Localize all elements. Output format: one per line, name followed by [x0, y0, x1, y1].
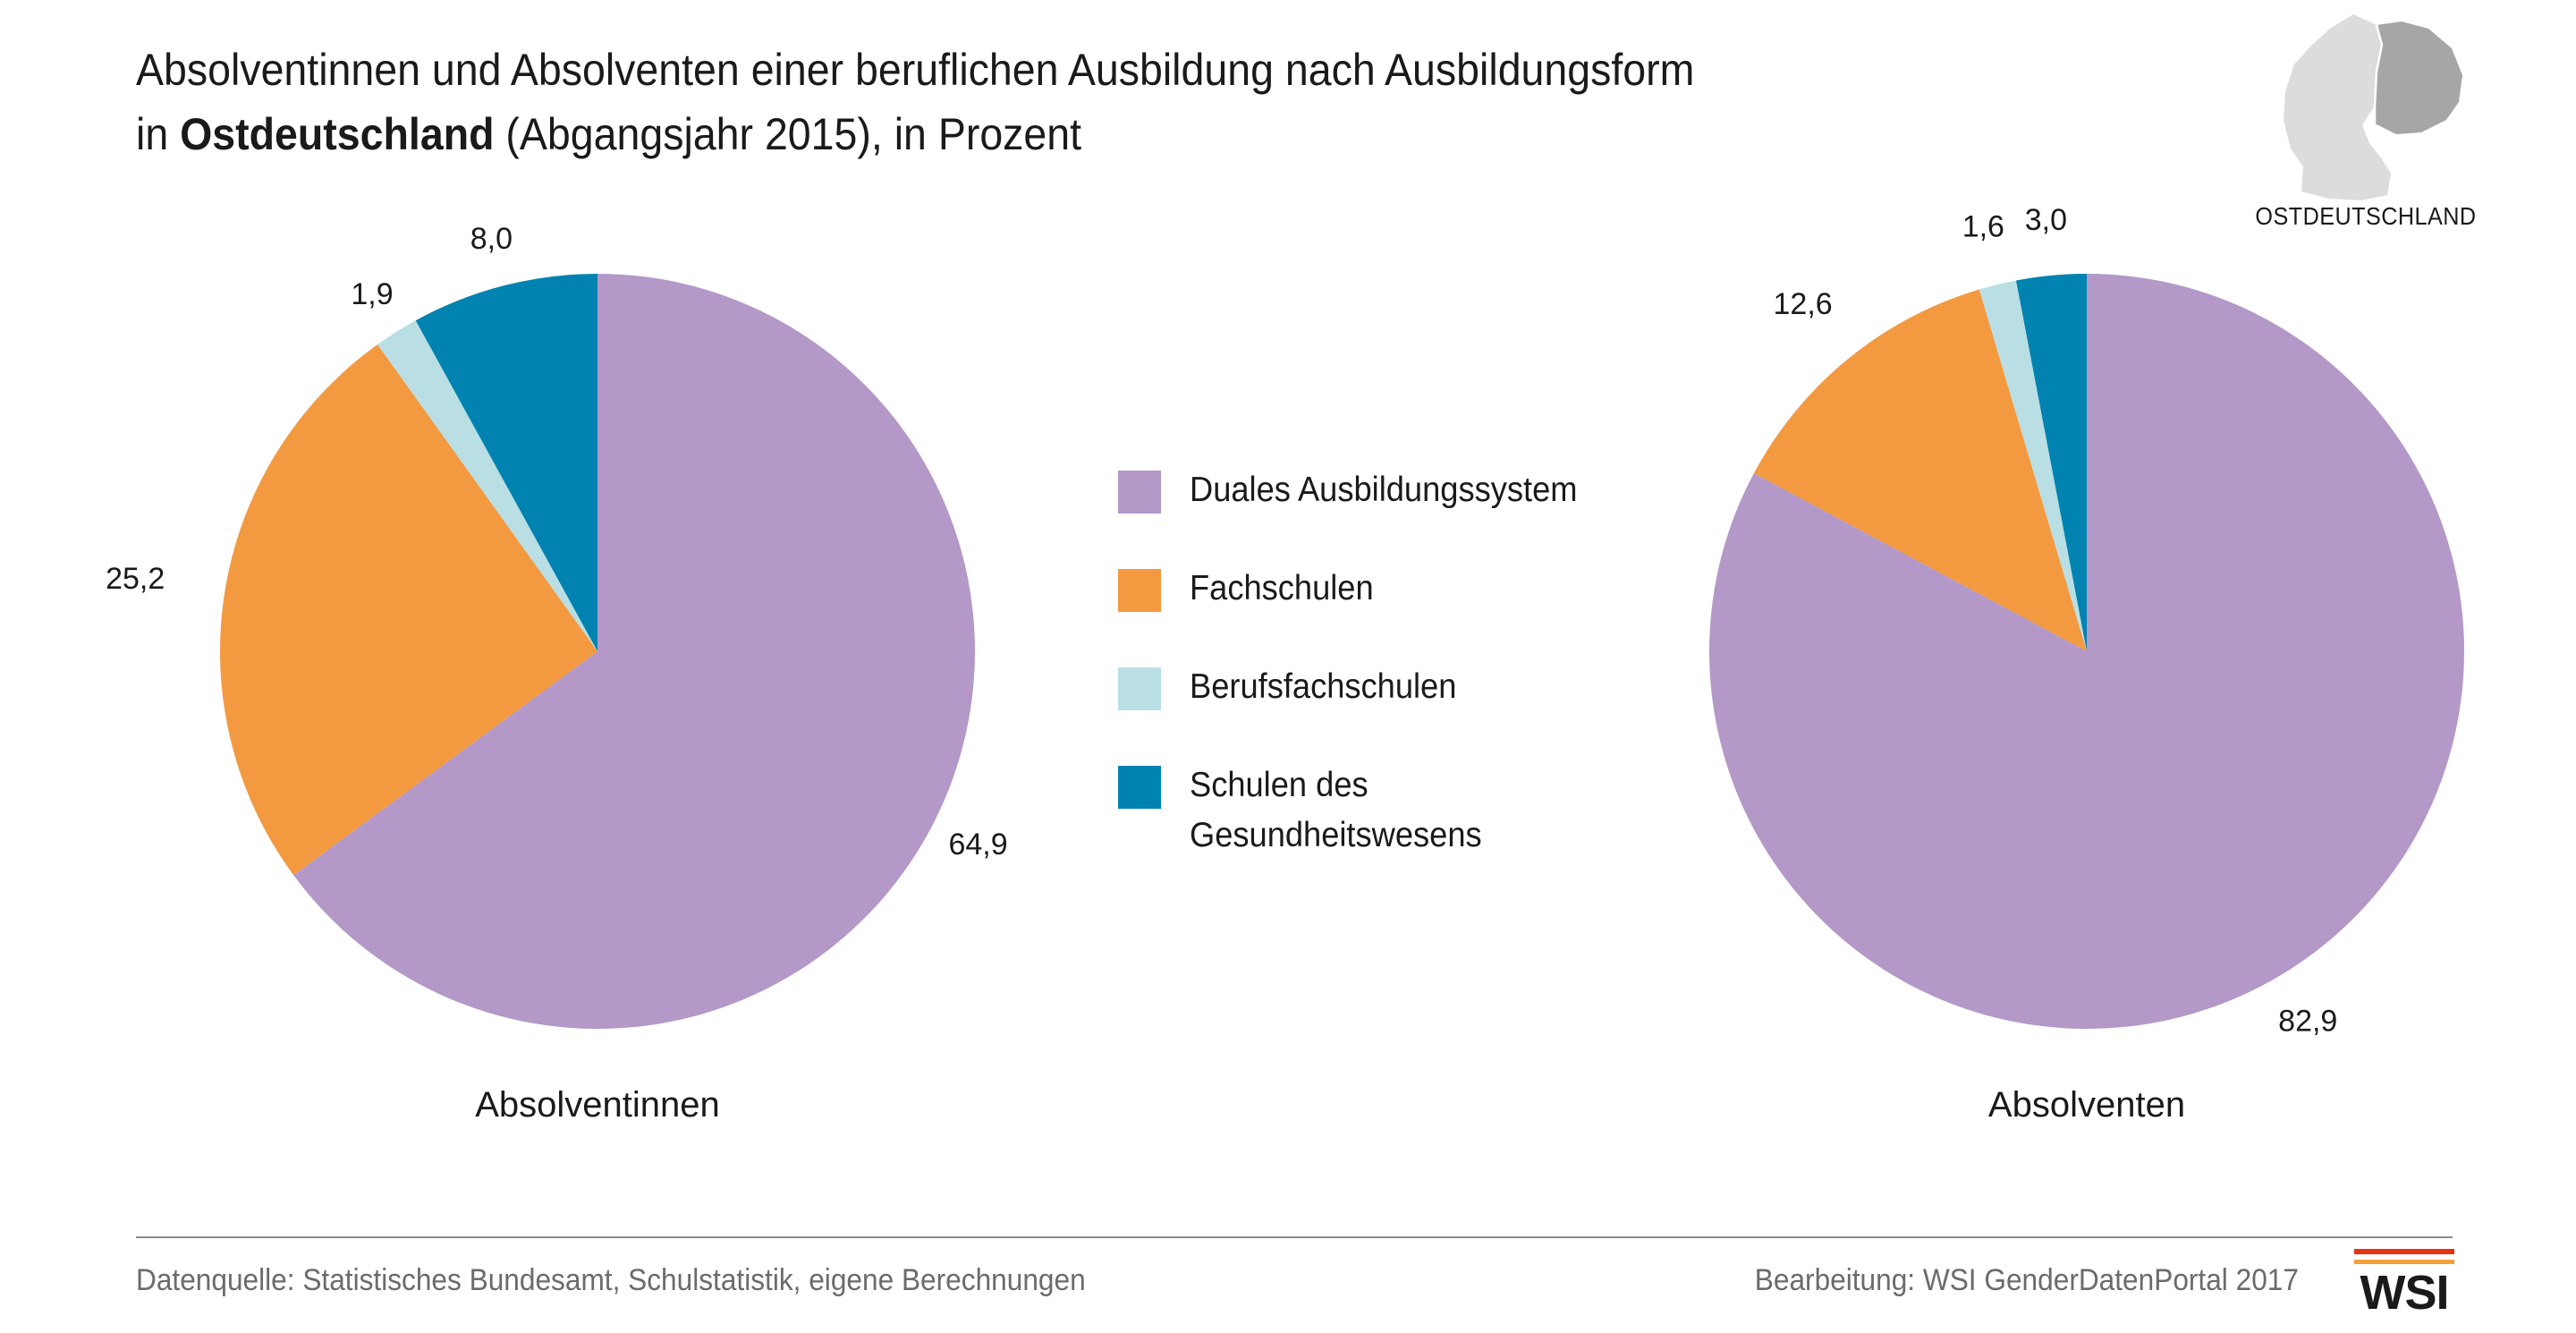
pie-label-1-3: 1,9: [351, 277, 393, 311]
pie-slice-2-2: [1753, 289, 2087, 651]
pie-slice-1-1: [293, 274, 975, 1029]
pie-label-2-3: 1,6: [1962, 209, 2004, 243]
legend-swatch-berufsfachschulen: [1118, 667, 1161, 710]
footer-divider: [136, 1236, 2453, 1238]
pie-slice-1-3: [377, 320, 597, 651]
pie-label-1-1: 64,9: [948, 828, 1007, 862]
legend-swatch-fachschulen: [1118, 569, 1161, 612]
footer-source: Datenquelle: Statistisches Bundesamt, Sc…: [136, 1263, 1086, 1297]
pie-label-1-2: 25,2: [106, 562, 165, 596]
pie-slice-1-4: [415, 274, 597, 651]
pie-chart-1: 64,9 25,2 1,9 8,0 Absolventinnen: [106, 222, 1008, 1125]
title-region: Ostdeutschland: [180, 109, 495, 159]
legend-label-berufsfachschulen: Berufsfachschulen: [1190, 667, 1457, 706]
pie-label-2-2: 12,6: [1774, 287, 1833, 321]
pie-title-2: Absolventen: [1988, 1085, 2185, 1125]
wsi-logo-text: WSI: [2360, 1266, 2450, 1320]
pie-label-1-4: 8,0: [470, 222, 513, 256]
title-line-1: Absolventinnen und Absolventen einer ber…: [136, 45, 1695, 95]
pie-title-1: Absolventinnen: [475, 1085, 720, 1125]
chart-title: Absolventinnen und Absolventen einer ber…: [136, 38, 1883, 166]
germany-map-icon: [2284, 14, 2462, 200]
legend-label-duales: Duales Ausbildungssystem: [1190, 471, 1578, 509]
legend-label-fachschulen: Fachschulen: [1190, 569, 1374, 607]
pie-label-2-4: 3,0: [2025, 203, 2067, 237]
legend-swatch-gesundheitswesen: [1118, 766, 1161, 809]
footer-credit: Bearbeitung: WSI GenderDatenPortal 2017: [1754, 1263, 2299, 1297]
pie-slice-2-4: [2016, 274, 2087, 651]
title-line-2: in Ostdeutschland (Abgangsjahr 2015), in…: [136, 109, 1082, 159]
pie-slice-1-2: [219, 344, 598, 876]
wsi-logo: WSI: [2354, 1249, 2454, 1320]
east-germany-shape: [2375, 21, 2462, 134]
map-label: OSTDEUTSCHLAND: [2255, 202, 2477, 230]
legend-swatch-duales: [1118, 471, 1161, 514]
pie-slice-2-3: [1979, 280, 2087, 651]
pie-label-2-1: 82,9: [2278, 1005, 2337, 1039]
pie-chart-2: 82,9 12,6 1,6 3,0 Absolventen: [1709, 203, 2464, 1125]
legend-label-gesundheitswesen: Schulen des Gesundheitswesens: [1190, 766, 1482, 854]
west-germany-shape: [2284, 14, 2391, 200]
